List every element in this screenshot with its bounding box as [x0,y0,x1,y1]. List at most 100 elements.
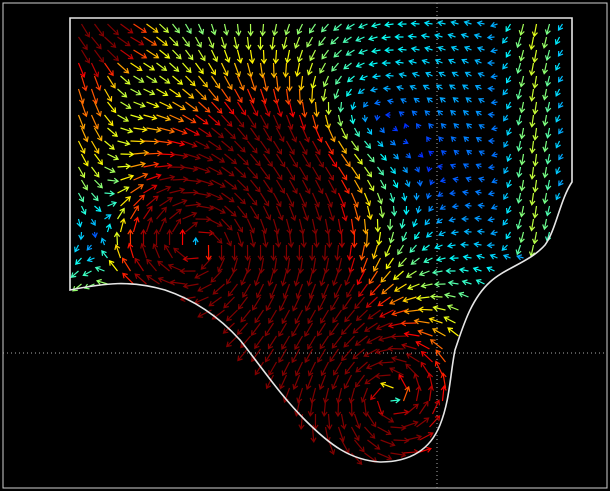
vector-arrow [438,136,444,143]
vector-arrow [327,153,338,168]
vector-arrow [415,294,430,302]
vector-arrow [321,400,328,418]
vector-arrow [225,335,238,348]
vector-arrow [428,205,434,213]
vector-arrow [281,335,291,350]
vector-arrow [130,114,144,121]
vector-arrow [101,249,108,259]
vector-arrow [91,36,102,50]
vector-arrow [396,85,404,91]
vector-arrow [288,127,298,143]
vector-arrow [159,127,176,134]
vector-arrow [75,257,82,266]
vector-arrow [185,201,202,208]
vector-arrow [453,149,460,156]
vector-arrow [399,218,406,230]
vector-arrow [329,322,339,337]
vector-arrow [74,244,80,253]
vector-arrow [197,49,206,62]
vector-arrow [400,98,407,104]
vector-arrow [364,166,373,178]
vector-arrow [434,58,443,65]
vector-arrow [437,191,444,197]
vector-arrow [326,231,333,249]
vector-arrow [223,49,231,64]
vector-arrow [259,23,266,37]
vector-arrow [487,216,495,223]
vector-arrow [281,361,291,377]
vector-arrow [107,127,118,138]
vector-arrow [327,127,336,143]
vector-arrow [272,114,281,130]
vector-arrow [285,192,295,208]
vector-arrow [425,71,433,78]
vector-arrow [296,244,303,262]
vector-arrow [294,335,304,350]
vector-arrow [462,254,472,261]
vector-arrow [377,140,384,148]
vector-arrow [120,127,134,134]
vector-arrow [306,36,314,48]
vector-arrow [407,283,420,291]
vector-arrow [340,127,348,140]
vector-arrow [433,281,446,288]
vector-arrow [198,204,215,212]
vector-arrow [366,413,377,428]
vector-arrow [292,374,301,390]
vector-arrow [342,36,352,43]
vector-arrow [226,270,236,285]
vector-arrow [368,60,378,67]
vector-arrow [398,373,408,389]
vector-arrow [529,166,536,180]
vector-arrow [555,114,561,123]
vector-arrow [452,97,459,103]
vector-arrow [458,267,469,274]
vector-arrow [158,217,167,233]
vector-arrow [506,153,512,163]
vector-arrow [450,45,459,52]
vector-arrow [532,153,539,167]
vector-arrow [122,272,134,285]
vector-arrow [426,136,432,143]
vector-arrow [435,349,446,363]
vector-arrow [291,322,301,337]
vector-arrow [211,75,221,89]
vector-arrow [402,138,409,145]
vector-arrow [257,37,264,51]
vector-arrow [421,244,430,251]
vector-arrow [182,211,198,220]
vector-arrow [358,23,368,29]
vector-arrow [409,244,417,253]
vector-arrow [411,110,418,117]
vector-arrow [323,257,330,274]
vector-arrow [275,179,285,194]
vector-arrow [182,255,199,263]
vector-arrow [169,187,186,194]
vector-arrow [462,163,469,169]
vector-arrow [296,49,304,63]
vector-arrow [143,184,158,194]
vector-arrow [397,20,407,28]
vector-arrow [380,153,387,161]
vector-arrow [319,270,327,287]
vector-arrow [314,153,324,168]
vector-arrow [104,190,116,197]
vector-arrow [432,305,446,312]
vector-arrow [355,36,365,42]
vector-arrow [502,62,508,70]
vector-arrow [82,270,92,277]
vector-arrow [143,161,160,168]
vector-arrow [393,283,407,292]
vector-arrow [387,345,404,352]
vector-arrow [519,153,526,166]
vector-arrow [506,101,512,110]
vector-arrow [116,207,125,220]
vector-arrow [221,166,235,177]
vector-arrow [401,342,417,350]
vector-arrow [398,257,407,268]
vector-arrow [443,292,456,299]
vector-arrow [416,417,430,428]
vector-arrow [532,75,539,89]
vector-arrow [391,355,407,363]
vector-arrow [320,88,328,102]
